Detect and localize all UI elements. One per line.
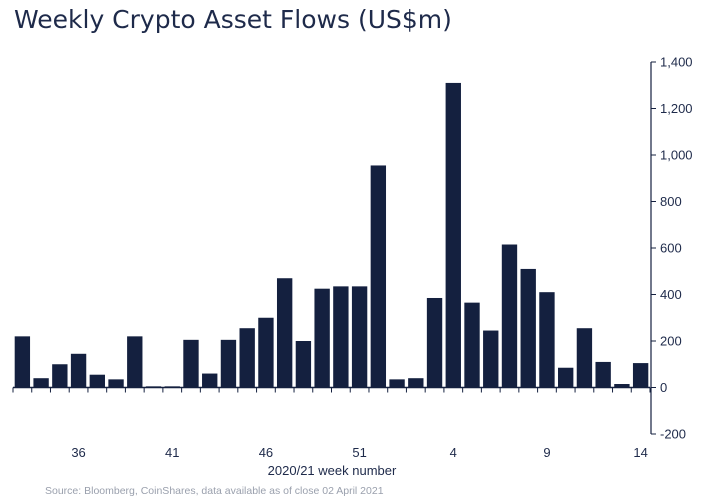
bar-week-6: [501, 244, 518, 388]
y-tick-label: 400: [660, 287, 682, 302]
y-tick-label: 200: [660, 334, 682, 349]
bar-week-36: [70, 353, 87, 388]
bar-week-13: [632, 363, 649, 388]
x-tick-marks: [12, 387, 651, 393]
bar-week-2: [426, 297, 443, 388]
bars-group: [14, 82, 649, 388]
bar-week-43: [202, 373, 218, 388]
bar-week-47: [276, 278, 293, 388]
bar-week-34: [33, 378, 49, 388]
bar-week-44: [220, 339, 237, 388]
bar-week-1: [408, 378, 424, 388]
y-tick-label: 800: [660, 194, 682, 209]
bar-week-42: [183, 339, 199, 388]
bar-week-51: [351, 286, 368, 388]
x-axis-title: 2020/21 week number: [268, 463, 397, 478]
source-note: Source: Bloomberg, CoinShares, data avai…: [45, 485, 384, 497]
bar-week-12: [614, 384, 630, 388]
x-tick-label: 46: [259, 445, 273, 460]
x-tick-labels: 36 41 46 51 4 9 14: [71, 445, 648, 460]
bar-week-39: [127, 336, 143, 388]
x-tick-label: 51: [352, 445, 366, 460]
bar-week-50: [333, 286, 349, 388]
bar-week-7: [520, 268, 536, 388]
bar-week-5: [483, 330, 499, 388]
y-tick-label: -200: [660, 427, 686, 442]
x-tick-label: 41: [165, 445, 179, 460]
y-tick-label: 1,400: [660, 55, 693, 70]
x-tick-label: 9: [543, 445, 550, 460]
y-tick-label: 1,000: [660, 148, 693, 163]
bar-week-38: [108, 379, 124, 388]
y-tick-label: 1,200: [660, 101, 693, 116]
x-tick-label: 14: [633, 445, 647, 460]
bar-week-53: [389, 379, 405, 388]
bar-week-8: [539, 292, 555, 388]
bar-week-11: [595, 361, 611, 388]
x-tick-label: 4: [450, 445, 457, 460]
chart-title: Weekly Crypto Asset Flows (US$m): [14, 5, 452, 34]
bar-week-46: [258, 317, 274, 388]
y-tick-label: 0: [660, 380, 667, 395]
bar-week-49: [314, 288, 330, 388]
x-tick-label: 36: [71, 445, 85, 460]
bar-week-45: [239, 328, 255, 388]
bar-week-33: [14, 336, 31, 388]
y-tick-label: 600: [660, 241, 682, 256]
bar-week-10: [576, 328, 593, 388]
bar-week-3: [445, 82, 461, 388]
y-ticks-group: -200 0 200 400 600 800 1,000 1,200 1,400: [651, 55, 693, 442]
bar-week-35: [52, 364, 68, 388]
bar-week-4: [464, 302, 480, 388]
bar-week-9: [558, 367, 574, 388]
bar-week-52: [370, 165, 387, 388]
bar-week-48: [295, 341, 312, 388]
bar-week-37: [89, 374, 105, 388]
